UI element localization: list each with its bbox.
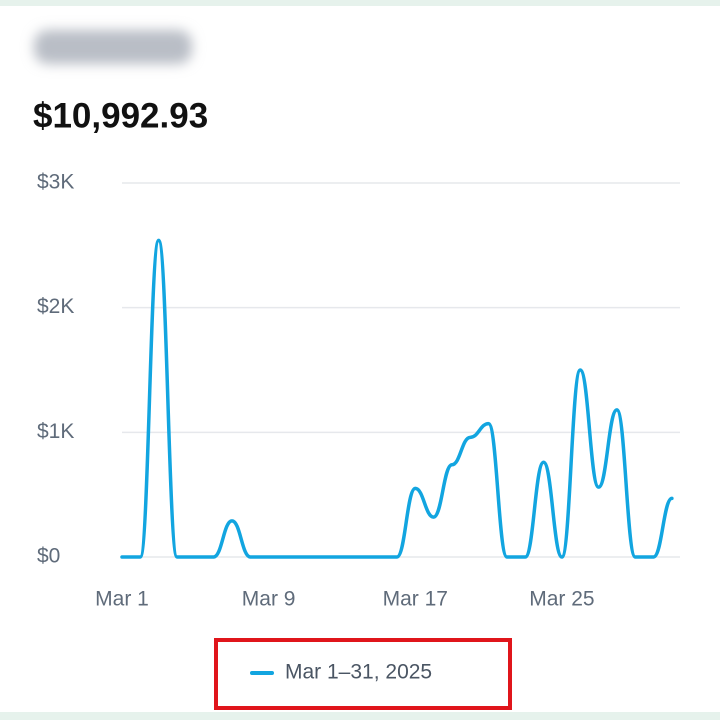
- legend-label: Mar 1–31, 2025: [285, 661, 432, 684]
- data-line: [120, 238, 674, 559]
- bottom-edge: [0, 712, 720, 720]
- x-tick-label: Mar 25: [529, 588, 594, 611]
- y-tick-label: $3K: [37, 171, 74, 194]
- total-amount: $10,992.93: [33, 96, 208, 135]
- plot: $0 $1K $2K $3K Mar 1 Mar 9 Mar 17 Mar 25 Mar 1–3…: [37, 171, 680, 684]
- x-tick-label: Mar 1: [95, 588, 149, 611]
- y-tick-label: $1K: [37, 420, 74, 443]
- y-tick-label: $0: [37, 545, 60, 568]
- y-tick-label: $2K: [37, 295, 74, 318]
- blurred-label: [34, 30, 192, 64]
- x-tick-label: Mar 17: [383, 588, 448, 611]
- x-tick-label: Mar 9: [242, 588, 296, 611]
- top-edge: [0, 0, 720, 6]
- highlight-box: [214, 638, 512, 710]
